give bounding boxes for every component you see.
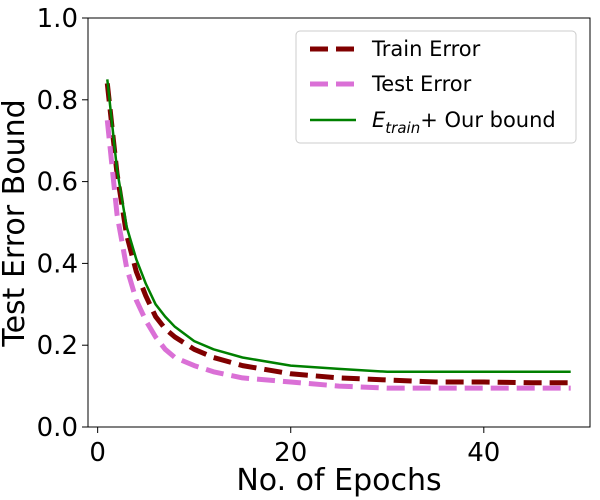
legend-box bbox=[295, 30, 577, 144]
y-axis-title: Test Error Bound bbox=[0, 99, 32, 347]
y-tick-label: 0.2 bbox=[37, 331, 78, 361]
legend-label-bound-main: E bbox=[372, 108, 386, 132]
axes-frame bbox=[87, 17, 591, 428]
x-axis-title: No. of Epochs bbox=[236, 463, 441, 498]
x-tick-label: 0 bbox=[89, 438, 106, 468]
y-tick-label: 0.4 bbox=[37, 249, 78, 279]
legend-label-test-error: Test Error bbox=[371, 72, 472, 96]
plot-area bbox=[87, 17, 591, 428]
x-axis-ticks: 0 20 40 bbox=[89, 427, 500, 468]
y-tick-label: 0.6 bbox=[37, 168, 78, 198]
y-tick-label: 1.0 bbox=[37, 4, 78, 34]
x-tick-label: 40 bbox=[467, 438, 500, 468]
x-tick-label: 20 bbox=[274, 438, 307, 468]
series-line-2 bbox=[106, 79, 571, 374]
series-line-0 bbox=[104, 83, 571, 386]
y-tick-label: 0.8 bbox=[37, 86, 78, 116]
legend-label-train-error: Train Error bbox=[371, 37, 481, 61]
y-axis-ticks: 0.0 0.2 0.4 0.6 0.8 1.0 bbox=[37, 4, 88, 443]
y-tick-label: 0.0 bbox=[37, 413, 78, 443]
legend-label-bound-sub: train bbox=[385, 119, 420, 137]
legend: Train Error Test Error Etrain+ Our bound bbox=[295, 30, 577, 144]
legend-label-bound: Etrain+ Our bound bbox=[372, 108, 556, 137]
series-line-1 bbox=[104, 120, 571, 391]
legend-label-bound-rest: + Our bound bbox=[420, 108, 556, 132]
